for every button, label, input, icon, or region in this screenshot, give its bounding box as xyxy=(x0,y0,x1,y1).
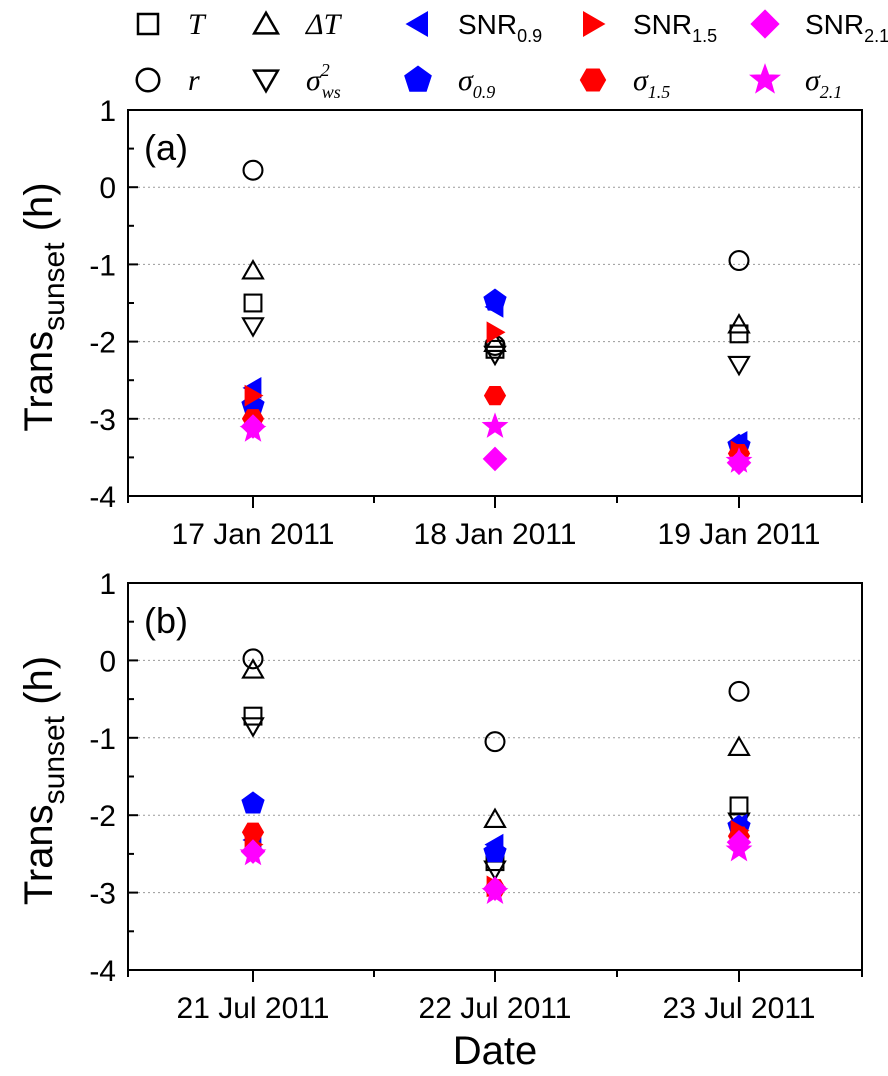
legend-label: SNR0.9 xyxy=(458,9,542,46)
x-tick-label: 17 Jan 2011 xyxy=(172,518,335,551)
data-point-sig21 xyxy=(239,839,267,866)
data-point-r xyxy=(728,680,750,702)
data-point-r xyxy=(484,731,506,753)
x-tick-label: 19 Jan 2011 xyxy=(658,518,821,551)
right-tri-legend-marker xyxy=(583,11,606,37)
legend-item-T: T xyxy=(136,8,207,41)
legend-label: SNR2.1 xyxy=(805,9,888,46)
data-point-sigws xyxy=(727,355,751,377)
x-tick-label: 23 Jul 2011 xyxy=(663,992,816,1025)
legend-label: T xyxy=(188,8,207,41)
y-tick-label: -2 xyxy=(89,327,116,360)
legend-item-sig15: σ1.5 xyxy=(579,64,670,102)
data-point-dT xyxy=(241,259,265,280)
legend-label: r xyxy=(188,64,200,97)
y-tick-label: -2 xyxy=(89,800,116,833)
data-point-sig21 xyxy=(481,412,509,438)
data-point-dT xyxy=(241,658,265,679)
legend-label: ΔT xyxy=(305,8,343,41)
y-tick-label: -1 xyxy=(89,723,116,756)
hexagon-legend-marker xyxy=(579,68,607,92)
data-point-sig09 xyxy=(483,840,507,863)
diamond-legend-marker xyxy=(750,9,780,39)
circle-legend-marker xyxy=(135,67,161,93)
data-point-sig21 xyxy=(481,878,509,905)
legend-label: σ2.1 xyxy=(805,64,842,102)
data-point-T xyxy=(243,706,263,726)
legend-label: σ0.9 xyxy=(458,64,495,102)
data-point-dT xyxy=(483,331,507,353)
data-point-sig09 xyxy=(483,288,507,311)
data-point-T xyxy=(729,796,749,816)
data-point-dT xyxy=(727,313,751,334)
panel-label: (b) xyxy=(144,600,188,641)
data-point-dT xyxy=(727,735,751,757)
legend-item-sig09: σ0.9 xyxy=(404,64,495,102)
data-point-sig21 xyxy=(239,416,267,442)
data-point-r xyxy=(242,648,264,670)
y-tick-label: 0 xyxy=(99,172,116,205)
data-point-sig21 xyxy=(725,835,753,862)
down-tri-legend-marker xyxy=(251,69,281,94)
data-point-sigws xyxy=(241,717,265,738)
panel-a: 1 0 -1 -2 -3 -4 17 Jan 2011 18 Jan 2011 19 Jan 2… xyxy=(17,95,863,551)
x-tick-label: 21 Jul 2011 xyxy=(177,992,330,1025)
data-point-sigws xyxy=(483,345,507,367)
data-point-r xyxy=(242,159,264,181)
triangle-legend-marker xyxy=(251,10,281,35)
data-point-snr15 xyxy=(486,321,506,344)
data-point-T xyxy=(243,293,263,313)
legend-label: σ2 ws xyxy=(306,60,341,102)
x-tick-label: 22 Jul 2011 xyxy=(419,992,572,1025)
legend: T ΔT SNR0.9 SNR1.5 SNR2.1 r σ2 ws σ0.9 σ1.5 σ2.1 xyxy=(135,8,888,102)
data-point-snr21 xyxy=(482,446,508,472)
legend-label: SNR1.5 xyxy=(633,9,717,46)
legend-item-sigws: σ2 ws xyxy=(251,60,341,102)
y-tick-label: -4 xyxy=(89,481,116,514)
data-point-sig09 xyxy=(241,791,265,814)
x-axis-label: Date xyxy=(453,1029,538,1073)
y-tick-label: -1 xyxy=(89,249,116,282)
plot-frame xyxy=(127,582,863,971)
x-tick-label: 18 Jan 2011 xyxy=(414,518,577,551)
star-legend-marker xyxy=(749,63,781,94)
legend-item-snr09: SNR0.9 xyxy=(405,9,542,46)
panel-label: (a) xyxy=(144,127,188,168)
y-tick-label: -3 xyxy=(89,404,116,437)
legend-item-snr15: SNR1.5 xyxy=(583,9,717,46)
y-tick-label: 0 xyxy=(99,645,116,678)
pentagon-legend-marker xyxy=(404,65,432,92)
legend-item-dT: ΔT xyxy=(251,8,343,41)
legend-item-snr21: SNR2.1 xyxy=(750,9,888,46)
data-point-r xyxy=(728,250,750,272)
y-axis-label: Transsunset (h) xyxy=(17,182,71,431)
data-point-sig15 xyxy=(483,386,507,406)
legend-item-r: r xyxy=(135,64,200,97)
panel-b: 1 0 -1 -2 -3 -4 21 Jul 2011 22 Jul 2011 23 Jul 2… xyxy=(17,568,863,1073)
y-tick-label: -3 xyxy=(89,878,116,911)
y-tick-label: 1 xyxy=(99,568,116,601)
left-tri-legend-marker xyxy=(405,11,428,37)
legend-label: σ1.5 xyxy=(633,64,670,102)
square-legend-marker xyxy=(136,12,160,36)
y-tick-label: 1 xyxy=(99,95,116,128)
data-point-T xyxy=(729,324,749,344)
data-point-sigws xyxy=(241,317,265,338)
data-point-sig15 xyxy=(241,822,265,842)
data-point-sig21 xyxy=(725,447,753,473)
data-point-snr15 xyxy=(244,384,264,407)
legend-item-sig21: σ2.1 xyxy=(749,63,842,102)
data-point-dT xyxy=(483,807,507,829)
y-axis-label: Transsunset (h) xyxy=(17,656,71,905)
y-tick-label: -4 xyxy=(89,955,116,988)
